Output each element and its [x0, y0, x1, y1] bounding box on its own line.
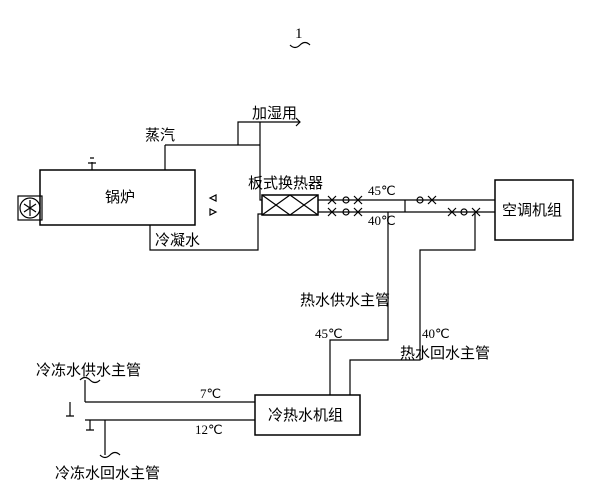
hot-water-mains: 热水供水主管 45℃ 40℃ 热水回水主管 [300, 212, 490, 395]
plate-hx-label: 板式换热器 [248, 174, 323, 192]
temp-45a: 45℃ [368, 183, 396, 198]
hot-return-main-label: 热水回水主管 [400, 345, 490, 362]
figure-number: 1 [295, 26, 303, 42]
chilled-supply-main-label: 冷冻水供水主管 [36, 361, 141, 379]
tilde-under-number [290, 43, 310, 48]
humidify-label: 加湿用 [252, 105, 297, 122]
ahu-box: 空调机组 [495, 180, 573, 240]
condensate-label: 冷凝水 [155, 232, 200, 249]
boiler-label: 锅炉 [105, 189, 135, 206]
chilled-return-main-label: 冷冻水回水主管 [55, 464, 160, 482]
steam-label: 蒸汽 [145, 127, 175, 144]
plate-hx: 板式换热器 [248, 174, 323, 215]
hx-to-ahu: 45℃ 40℃ [318, 183, 495, 228]
chilled-water-mains: 7℃ 12℃ 冷冻水供水主管 冷冻水回水主管 [36, 361, 255, 482]
temp-7: 7℃ [200, 386, 221, 401]
chiller-label: 冷热水机组 [268, 407, 343, 424]
temp-40b: 40℃ [422, 326, 450, 341]
boiler-box: 锅炉 [18, 158, 195, 225]
hot-supply-main-label: 热水供水主管 [300, 292, 390, 309]
chiller-box: 冷热水机组 [255, 395, 360, 435]
temp-12: 12℃ [195, 422, 223, 437]
temp-45b: 45℃ [315, 326, 343, 341]
temp-40a: 40℃ [368, 213, 396, 228]
ahu-label: 空调机组 [502, 202, 562, 219]
humidify-branch [238, 122, 300, 145]
